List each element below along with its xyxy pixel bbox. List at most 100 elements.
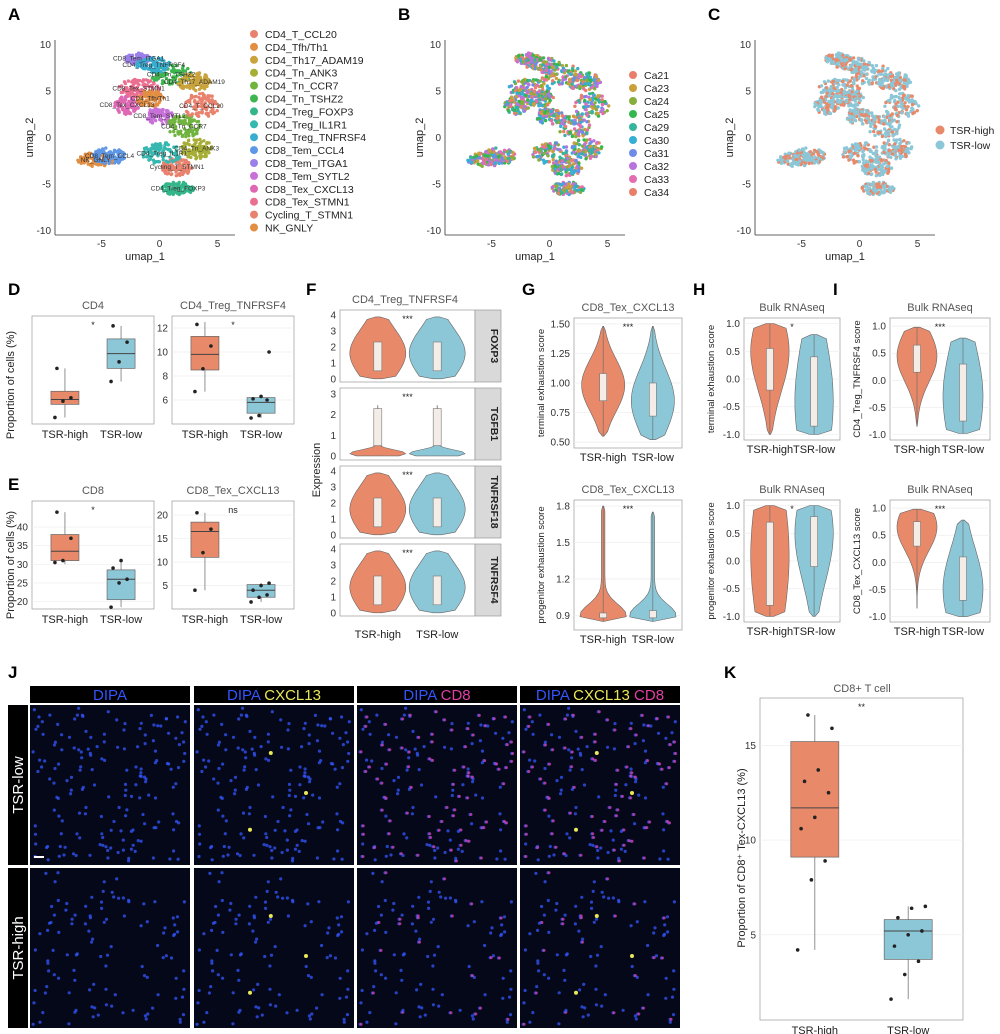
- d2-xtick: TSR-high: [182, 429, 228, 441]
- i2-ytick: 0.5: [872, 531, 886, 542]
- d1-xtick: TSR-low: [100, 429, 142, 441]
- i1-inner-box: [959, 363, 967, 422]
- j-nucleus: [75, 832, 79, 836]
- umap-cell: [129, 84, 133, 89]
- legend-swatch: [250, 68, 258, 77]
- legend-label: CD4_Treg_TNFRSF4: [265, 132, 366, 144]
- umap-cell: [874, 63, 879, 68]
- i2-ytick: 0.0: [872, 558, 886, 569]
- i1-xtick: TSR-high: [894, 444, 940, 456]
- e1-xtick: TSR-low: [100, 614, 142, 626]
- umap-c-xtick: 5: [915, 239, 921, 250]
- umap-cell: [160, 81, 165, 86]
- umap-cell: [554, 76, 559, 81]
- j-nucleus: [131, 1008, 135, 1012]
- j-nucleus: [172, 849, 176, 853]
- umap-cell: [887, 148, 892, 153]
- j-tile: [30, 868, 190, 1028]
- legend-swatch: [250, 107, 258, 116]
- legend-swatch: [629, 123, 637, 131]
- h1-xtick: TSR-high: [747, 444, 793, 456]
- umap-cell: [174, 150, 178, 155]
- umap-cell: [554, 188, 558, 192]
- j-nucleus: [100, 757, 104, 761]
- umap-cell: [895, 113, 900, 118]
- umap-cell: [564, 150, 568, 155]
- legend-swatch: [250, 159, 258, 167]
- umap-cell: [864, 188, 868, 192]
- cluster-label: CD4_Tn_TSHZ2: [147, 71, 196, 78]
- j-nucleus: [90, 940, 94, 944]
- umap-cell: [861, 65, 866, 70]
- umap-cell: [868, 130, 872, 134]
- umap-cell: [559, 183, 564, 187]
- umap-cell: [893, 98, 897, 103]
- umap-cell: [822, 80, 827, 84]
- j-nucleus: [129, 794, 134, 799]
- f-ytick: 0: [330, 530, 336, 541]
- j-nucleus: [50, 904, 54, 909]
- umap-cell: [154, 160, 158, 164]
- umap-cell: [822, 111, 827, 116]
- umap-cell: [521, 92, 525, 96]
- umap-cell: [150, 103, 154, 108]
- umap-cell: [867, 171, 871, 176]
- umap-cell: [155, 103, 160, 107]
- umap-cell: [545, 89, 549, 94]
- umap-cell: [96, 163, 101, 167]
- umap-cell: [171, 78, 175, 82]
- umap-cell: [840, 59, 844, 63]
- umap-cell: [194, 88, 198, 93]
- umap-cell: [864, 76, 869, 81]
- umap-cell: [877, 182, 881, 186]
- i2-ylabel: CD8_Tex_CXCL13 score: [852, 508, 863, 614]
- umap-cell: [199, 140, 203, 144]
- umap-cell: [583, 75, 588, 80]
- umap-cell: [873, 124, 878, 129]
- f-ytick: 1: [330, 358, 336, 369]
- umap-cell: [497, 161, 501, 166]
- umap-cell: [551, 95, 555, 100]
- umap-cell: [554, 159, 558, 163]
- umap-cell: [114, 102, 118, 107]
- umap-cell: [557, 60, 561, 65]
- umap-cell: [841, 79, 845, 84]
- umap-cell: [197, 81, 202, 86]
- umap-cell: [832, 109, 837, 113]
- i2-xtick: TSR-high: [894, 626, 940, 638]
- umap-cell: [547, 160, 552, 164]
- j-nucleus: [60, 748, 64, 752]
- umap-cell: [543, 97, 548, 101]
- umap-cell: [779, 155, 783, 160]
- umap-cell: [841, 155, 846, 159]
- umap-cell: [189, 166, 194, 170]
- umap-cell: [160, 185, 164, 190]
- umap-cell: [826, 58, 830, 63]
- j-nucleus: [143, 733, 147, 737]
- umap-cell: [586, 104, 591, 109]
- umap-cell: [493, 154, 498, 159]
- umap-cell: [137, 94, 142, 99]
- umap-cell: [168, 155, 172, 159]
- umap-cell: [831, 60, 836, 64]
- umap-cell: [107, 161, 111, 166]
- umap-cell: [486, 163, 491, 167]
- umap-cell: [200, 150, 204, 154]
- umap-cell: [498, 150, 503, 154]
- d2-point: [193, 389, 197, 394]
- j-nucleus: [52, 743, 57, 747]
- umap-cell: [867, 60, 871, 65]
- umap-cell: [147, 158, 151, 162]
- g2-xtick: TSR-low: [632, 634, 674, 646]
- umap-cell: [142, 146, 147, 151]
- i1-title: Bulk RNAseq: [907, 302, 972, 314]
- umap-cell: [595, 111, 599, 116]
- umap-cell: [550, 164, 554, 169]
- umap-cell: [835, 85, 839, 90]
- g1-inner-box: [599, 373, 607, 402]
- j-nucleus: [52, 808, 56, 812]
- umap-cell: [879, 168, 883, 173]
- umap-cell: [861, 95, 865, 100]
- umap-cell: [893, 75, 898, 80]
- e2-xtick: TSR-low: [240, 614, 282, 626]
